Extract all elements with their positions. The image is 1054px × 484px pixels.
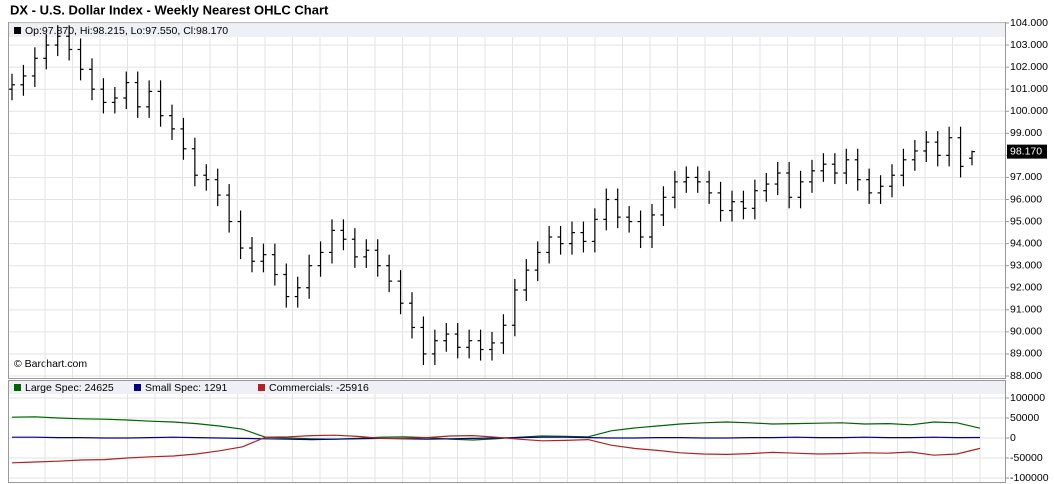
info-strip: [9, 23, 1005, 37]
cot-panel: [8, 380, 1006, 483]
y-tick-label: 95.000: [1010, 215, 1042, 227]
y-tick-label: 88.000: [1010, 370, 1042, 382]
legend-swatch: [134, 384, 141, 391]
watermark: © Barchart.com: [14, 358, 87, 370]
y-tick-label: 103.000: [1010, 39, 1048, 51]
legend-label: Commercials: -25916: [269, 382, 369, 394]
y-tick-label: -100000: [1010, 472, 1049, 484]
y-tick-label: 97.000: [1010, 171, 1042, 183]
y-tick-label: 100.000: [1010, 105, 1048, 117]
ohlc-info: Op:97.870, Hi:98.215, Lo:97.550, Cl:98.1…: [25, 25, 228, 37]
last-price-label: 98.170: [1010, 145, 1042, 157]
y-tick-label: 93.000: [1010, 259, 1042, 271]
y-tick-label: 92.000: [1010, 282, 1042, 294]
y-tick-label: 102.000: [1010, 61, 1048, 73]
price-panel: [8, 22, 1006, 379]
legend-label: Small Spec: 1291: [145, 382, 227, 394]
y-tick-label: 50000: [1010, 412, 1039, 424]
y-tick-label: 89.000: [1010, 348, 1042, 360]
info-swatch: [14, 27, 21, 34]
y-tick-label: 100000: [1010, 392, 1045, 404]
y-tick-label: 91.000: [1010, 304, 1042, 316]
legend-swatch: [14, 384, 21, 391]
series-line: [11, 434, 981, 464]
chart-title: DX - U.S. Dollar Index - Weekly Nearest …: [10, 2, 329, 17]
y-tick-label: 90.000: [1010, 326, 1042, 338]
series-line: [12, 436, 981, 441]
y-tick-label: 104.000: [1010, 17, 1048, 29]
legend-label: Large Spec: 24625: [25, 382, 114, 394]
last-price-box: [1007, 144, 1047, 159]
y-tick-label: 96.000: [1010, 193, 1042, 205]
y-tick-label: 99.000: [1010, 127, 1042, 139]
y-tick-label: 94.000: [1010, 237, 1042, 249]
y-tick-label: 0: [1010, 432, 1016, 444]
y-tick-label: 101.000: [1010, 83, 1048, 95]
legend-swatch: [258, 384, 265, 391]
y-tick-label: -50000: [1010, 452, 1043, 464]
series-line: [11, 416, 981, 441]
